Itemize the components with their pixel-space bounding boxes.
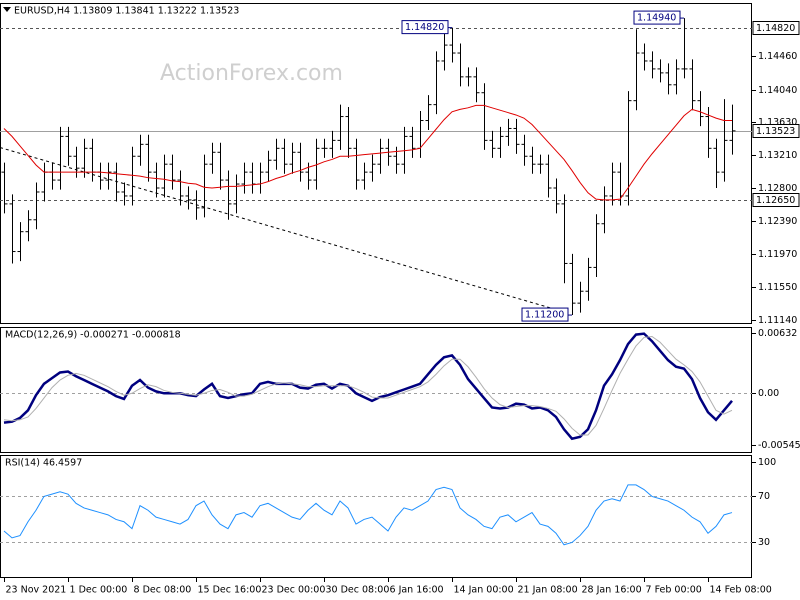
x-tick-label: 8 Dec 08:00 [134, 585, 192, 596]
series-line [3, 335, 733, 436]
price-label: 1.14820 [405, 22, 444, 33]
y-tick-label: 1.13630 [758, 117, 797, 128]
x-tick-label: 21 Jan 08:00 [518, 585, 578, 596]
watermark: ActionForex.com [160, 61, 343, 86]
h-line-label-box [752, 193, 800, 207]
x-tick-label: 14 Jan 00:00 [454, 585, 514, 596]
y-tick-label: 1.11550 [758, 282, 797, 293]
y-tick-label: 1.12800 [758, 183, 797, 194]
y-tick-label: 1.11140 [758, 315, 797, 326]
x-tick-label: 23 Dec 00:00 [262, 585, 326, 596]
series-line [3, 484, 733, 546]
x-tick-label: 14 Feb 08:00 [710, 585, 772, 596]
panel-frame [0, 3, 752, 324]
y-tick-label: 0.00 [758, 388, 779, 399]
h-line-label: 1.12650 [756, 195, 795, 206]
x-tick-label: 1 Dec 00:00 [70, 585, 128, 596]
h-line-label: 1.14820 [756, 23, 795, 34]
y-tick-label: 1.11970 [758, 249, 797, 260]
y-tick-label: 1.13210 [758, 150, 797, 161]
x-tick-label: 15 Dec 16:00 [198, 585, 262, 596]
price-label: 1.11200 [525, 310, 564, 321]
panel-title: RSI(14) 46.4597 [5, 458, 82, 469]
y-tick-label: 1.14460 [758, 51, 797, 62]
h-line-label-box [752, 21, 800, 35]
panel-frame [0, 455, 752, 578]
x-tick-label: 28 Jan 16:00 [582, 585, 642, 596]
h-line-label: 1.13523 [756, 126, 795, 137]
panel-title: MACD(12,26,9) -0.000271 -0.000818 [5, 330, 181, 341]
x-tick-label: 23 Nov 2021 [6, 585, 67, 596]
trend-line [0, 147, 565, 313]
x-tick-label: 30 Dec 08:00 [326, 585, 390, 596]
y-tick-label: 30 [758, 537, 770, 548]
y-tick-label: 1.14040 [758, 85, 797, 96]
y-tick-label: 100 [758, 457, 776, 468]
y-tick-label: -0.005455 [758, 440, 800, 451]
panel-title: EURUSD,H4 1.13809 1.13841 1.13222 1.1352… [14, 6, 239, 17]
x-tick-label: 7 Feb 00:00 [646, 585, 702, 596]
moving-average [3, 104, 732, 201]
title-icon [3, 7, 11, 12]
series-line [3, 332, 733, 441]
y-tick-label: 70 [758, 491, 770, 502]
x-tick-label: 6 Jan 16:00 [390, 585, 444, 596]
price-label: 1.14940 [637, 13, 676, 24]
y-tick-label: 1.12390 [758, 216, 797, 227]
panel-frame [0, 327, 752, 453]
h-line-label-box [752, 124, 800, 138]
y-tick-label: 0.00632 [758, 328, 797, 339]
